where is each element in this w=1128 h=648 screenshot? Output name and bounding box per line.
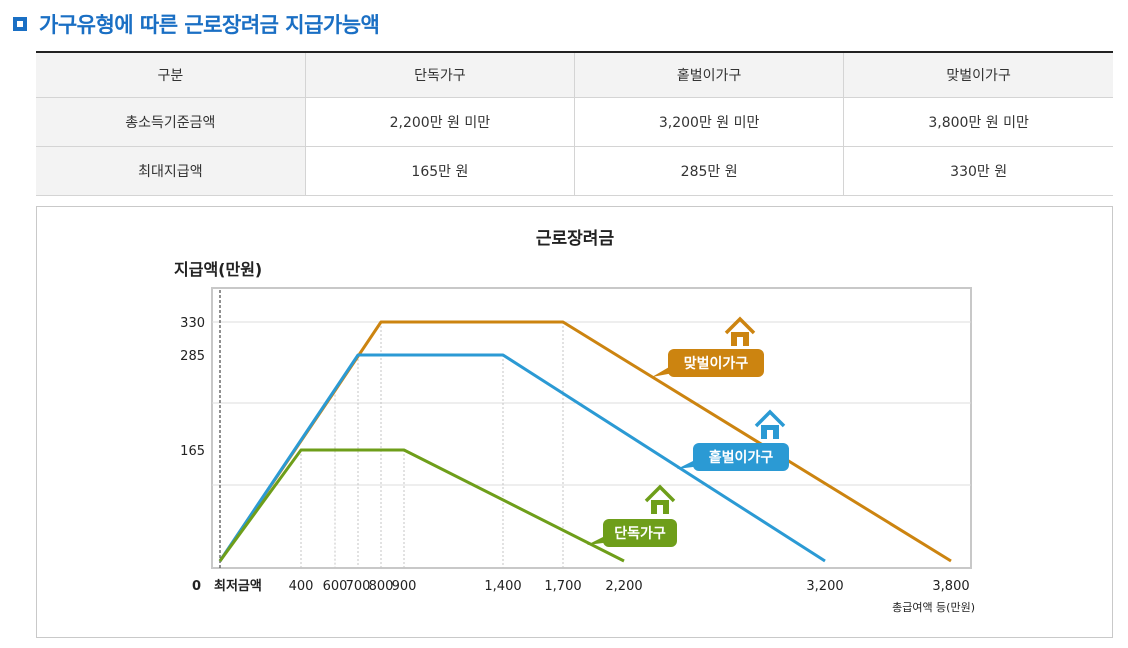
benefit-table: 구분 단독가구 홑벌이가구 맞벌이가구 총소득기준금액 2,200만 원 미만 …	[36, 51, 1113, 196]
series-label: 단독가구	[614, 525, 666, 542]
y-tick-label-zero: 0	[192, 579, 201, 594]
section-title-text: 가구유형에 따른 근로장려금 지급가능액	[39, 13, 380, 37]
table-cell: 165만 원	[304, 146, 575, 196]
house-icon	[724, 316, 756, 335]
x-tick-label: 1,700	[544, 579, 581, 594]
house-icon	[657, 505, 663, 514]
x-tick-label: 최저금액	[214, 579, 262, 594]
table-cell: 2,200만 원 미만	[304, 97, 575, 147]
x-tick-label: 2,200	[605, 579, 642, 594]
plot-frame	[211, 287, 972, 569]
x-tick-label: 3,800	[932, 579, 969, 594]
table-row: 최대지급액 165만 원 285만 원 330만 원	[36, 146, 1113, 196]
y-axis-title: 지급액(만원)	[174, 260, 262, 279]
x-tick-label: 900	[392, 579, 417, 594]
table-cell: 3,200만 원 미만	[573, 97, 844, 147]
y-tick-label: 285	[180, 349, 205, 364]
table-row: 총소득기준금액 2,200만 원 미만 3,200만 원 미만 3,800만 원…	[36, 97, 1113, 147]
table-header-row: 구분 단독가구 홑벌이가구 맞벌이가구	[36, 51, 1113, 98]
x-tick-label: 800	[369, 579, 394, 594]
section-title: 가구유형에 따른 근로장려금 지급가능액	[13, 10, 380, 38]
x-tick-label: 600	[323, 579, 348, 594]
callout-badge	[603, 519, 677, 547]
series-label: 홑벌이가구	[709, 449, 774, 466]
x-tick-label: 700	[346, 579, 371, 594]
table-cell: 총소득기준금액	[36, 97, 306, 147]
house-icon	[644, 484, 676, 503]
square-bullet-icon	[13, 17, 27, 31]
y-tick-label: 330	[180, 316, 205, 331]
x-axis-title: 총급여액 등(만원)	[892, 601, 975, 614]
chart-title: 근로장려금	[536, 229, 615, 249]
x-tick-label: 3,200	[806, 579, 843, 594]
series-label: 맞벌이가구	[684, 355, 749, 372]
house-icon	[767, 430, 773, 439]
callout-badge	[693, 443, 789, 471]
table-header-cell: 홑벌이가구	[573, 51, 844, 98]
x-tick-label: 1,400	[484, 579, 521, 594]
table-cell: 285만 원	[573, 146, 844, 196]
house-icon	[737, 337, 743, 346]
table-header-cell: 맞벌이가구	[843, 51, 1113, 98]
table-cell: 3,800만 원 미만	[843, 97, 1113, 147]
table-header-cell: 단독가구	[304, 51, 575, 98]
table-cell: 최대지급액	[36, 146, 306, 196]
y-tick-label: 165	[180, 444, 205, 459]
series-line	[218, 448, 625, 563]
x-tick-label: 400	[289, 579, 314, 594]
series-line	[218, 353, 826, 563]
table-header-cell: 구분	[36, 51, 306, 98]
house-icon	[754, 409, 786, 428]
table-cell: 330만 원	[843, 146, 1113, 196]
callout-badge	[668, 349, 764, 377]
